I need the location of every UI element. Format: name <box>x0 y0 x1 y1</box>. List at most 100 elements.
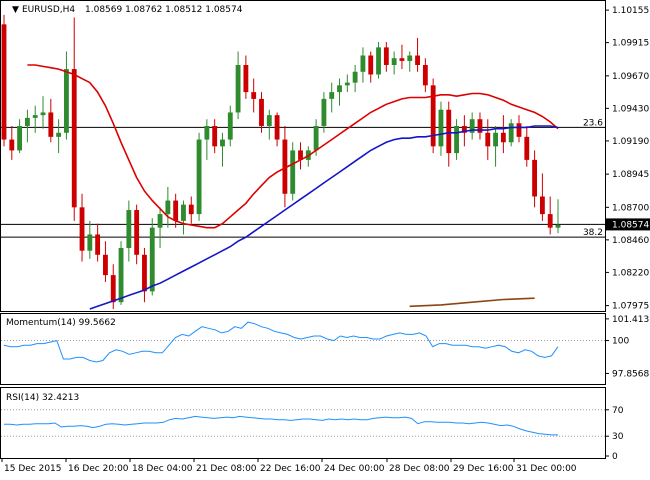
candle <box>485 119 491 160</box>
candle-body <box>227 112 233 140</box>
candle <box>376 41 381 79</box>
candle-body <box>274 115 280 140</box>
ohlc-readout: 1.08569 1.08762 1.08512 1.08574 <box>85 5 243 15</box>
candle <box>235 51 241 120</box>
candle-body <box>313 126 319 151</box>
candle-body <box>79 207 85 251</box>
current-price-tag <box>606 218 650 231</box>
candle-body <box>446 109 452 154</box>
sub-tick-label: 100 <box>612 337 629 347</box>
candle <box>227 105 233 147</box>
candle-body <box>290 150 296 194</box>
candle <box>446 101 452 167</box>
candle <box>555 199 561 234</box>
rsi-line <box>4 415 558 436</box>
candle-body <box>165 200 171 215</box>
candle-body <box>40 112 46 116</box>
candle <box>352 65 358 93</box>
candle-body <box>212 126 218 147</box>
momentum-label: Momentum(14) 99.5662 <box>6 318 116 328</box>
candle-body <box>547 214 553 228</box>
candle-body <box>142 254 147 292</box>
candle <box>282 126 288 208</box>
candle-body <box>376 47 381 75</box>
candle-body <box>555 224 561 228</box>
candle-body <box>485 132 491 147</box>
candle <box>500 115 506 154</box>
date-tick-label: 24 Dec 00:00 <box>324 464 385 474</box>
sub-tick-label: 101.4137 <box>612 315 650 325</box>
price-tick-label: 1.08700 <box>612 203 649 213</box>
candle <box>204 119 210 160</box>
candle-body <box>251 92 257 99</box>
candle-body <box>110 275 116 303</box>
sub-tick-label: 30 <box>612 432 624 442</box>
candle <box>399 44 405 70</box>
price-tick-label: 1.08945 <box>612 170 649 180</box>
candle <box>469 112 475 140</box>
candle-body <box>399 58 405 61</box>
price-tick-label: 1.09430 <box>612 104 649 114</box>
candle-body <box>344 82 350 86</box>
candle <box>196 132 202 221</box>
sub-tick-label: 97.8568 <box>612 369 649 379</box>
candle <box>56 119 62 154</box>
candle-body <box>383 47 389 65</box>
candle <box>71 17 77 221</box>
ma-slow-line <box>409 297 535 308</box>
candle-body <box>235 65 241 113</box>
candle <box>87 220 93 259</box>
rsi-axis-ticks: 70 30 0 <box>1 406 624 462</box>
moving-averages <box>27 64 559 310</box>
date-tick-label: 18 Dec 04:00 <box>132 464 193 474</box>
candle-body <box>329 92 335 99</box>
candle-body <box>149 227 155 292</box>
candle <box>266 109 272 140</box>
candle <box>134 204 140 265</box>
candle <box>508 119 514 147</box>
candle <box>422 58 428 93</box>
candle-body <box>500 132 506 143</box>
candle <box>407 51 413 72</box>
candle-body <box>173 200 179 221</box>
candle <box>438 101 444 156</box>
candle-body <box>422 65 428 86</box>
candle-body <box>360 55 366 72</box>
candle-body <box>461 126 467 133</box>
candle-body <box>118 248 124 303</box>
candle <box>142 248 147 303</box>
candle-body <box>337 85 342 93</box>
candle-body <box>56 132 62 137</box>
date-tick-label: 15 Dec 2015 <box>4 464 62 474</box>
fib-levels: 23.6 38.2 <box>1 118 605 238</box>
symbol-label: EURUSD,H4 <box>22 5 75 15</box>
candle <box>344 74 350 93</box>
header-arrow-icon[interactable]: ▼ <box>12 5 19 15</box>
candle-body <box>126 210 132 248</box>
candle <box>1 14 7 147</box>
candle <box>259 92 264 133</box>
candle-body <box>87 234 93 251</box>
candle <box>274 112 280 147</box>
momentum-line <box>3 321 559 363</box>
candle-body <box>17 126 23 151</box>
candle <box>454 119 459 160</box>
candle-body <box>391 58 397 65</box>
candle <box>157 207 163 248</box>
candle-body <box>407 55 413 61</box>
candle-body <box>266 115 272 126</box>
candle-body <box>48 112 54 137</box>
candle-body <box>220 139 225 147</box>
candle <box>321 92 327 133</box>
candle-body <box>430 85 436 147</box>
rsi-label: RSI(14) 32.4213 <box>6 393 79 403</box>
candle <box>477 112 483 140</box>
candle-body <box>352 71 358 83</box>
fib-level-label: 23.6 <box>583 118 603 128</box>
candle <box>212 119 218 154</box>
price-tick-label: 1.09915 <box>612 39 649 49</box>
candle-body <box>298 150 303 160</box>
candle <box>524 126 530 167</box>
date-tick-label: 31 Dec 00:00 <box>516 464 577 474</box>
candle-body <box>532 159 538 197</box>
